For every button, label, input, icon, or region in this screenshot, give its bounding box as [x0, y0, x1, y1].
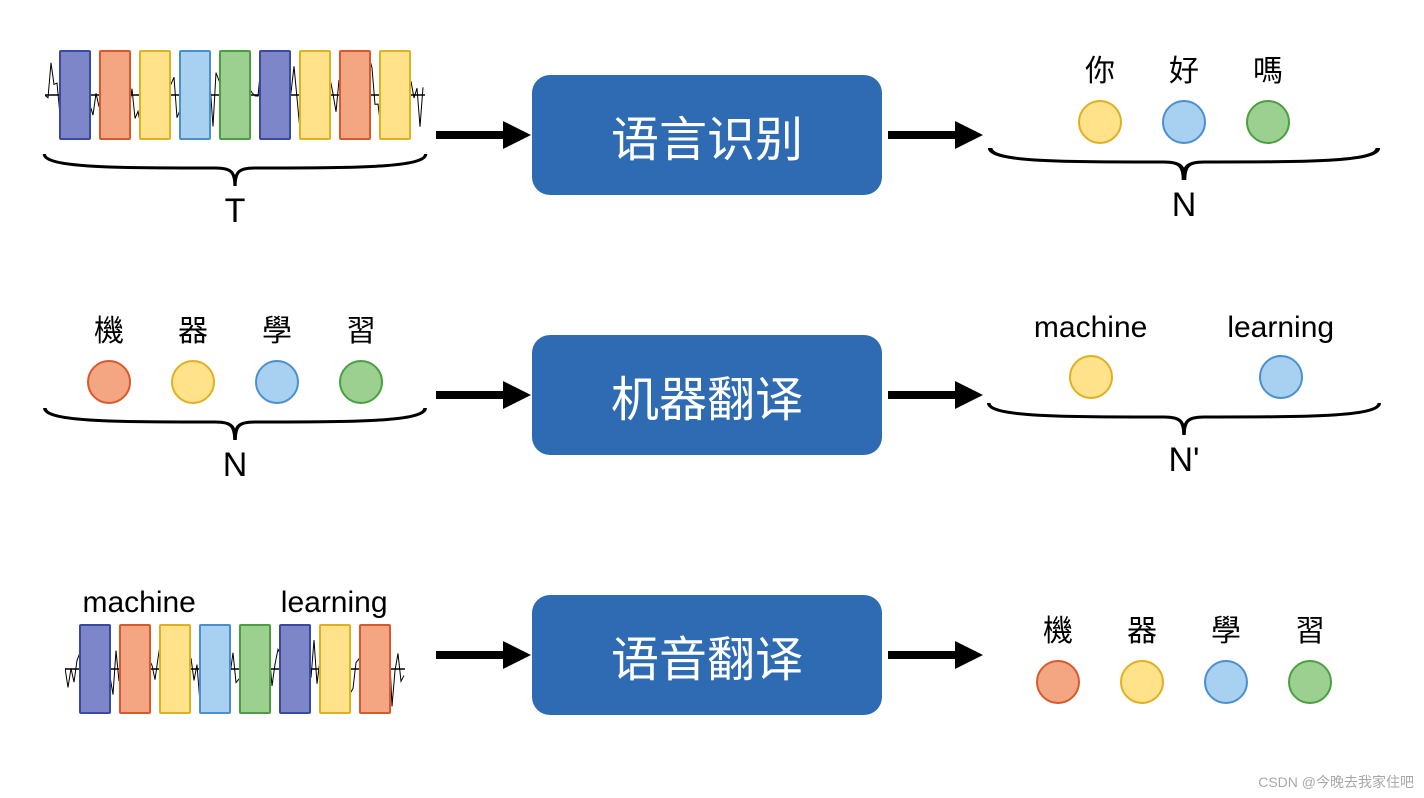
frame-bar: [79, 624, 111, 714]
token-circle: [1036, 660, 1080, 704]
brace: T: [40, 150, 430, 231]
brace-label: T: [225, 192, 246, 231]
token-circle: [1078, 100, 1122, 144]
token-circle: [339, 360, 383, 404]
token: 器: [1120, 606, 1164, 704]
diagram-row: 機 器 學 習 N 机器翻译 machine learning N': [40, 280, 1384, 510]
brace: N: [40, 404, 430, 485]
token-label: learning: [1227, 311, 1334, 345]
token: 器: [171, 306, 215, 404]
token-circle: [1204, 660, 1248, 704]
token: 機: [87, 306, 131, 404]
arrow-icon: [431, 115, 531, 155]
token: 好: [1162, 46, 1206, 144]
frame-bar: [99, 50, 131, 140]
frame-bar: [339, 50, 371, 140]
task-box: 语言识别: [532, 75, 882, 195]
token: 習: [1288, 606, 1332, 704]
frame-bar: [319, 624, 351, 714]
token: 學: [1204, 606, 1248, 704]
output-column: machine learning N': [984, 311, 1384, 480]
token-label: 機: [1043, 606, 1073, 650]
arrow-icon: [431, 635, 531, 675]
watermark: CSDN @今晚去我家住吧: [1258, 772, 1414, 792]
token-circle: [1288, 660, 1332, 704]
task-box-column: 语言识别: [532, 75, 882, 195]
frame-bar: [119, 624, 151, 714]
token-label: 機: [94, 306, 124, 350]
frame-bar: [299, 50, 331, 140]
frame-bar: [219, 50, 251, 140]
arrow-icon: [883, 115, 983, 155]
token-circle: [1069, 355, 1113, 399]
token-label: 你: [1085, 46, 1115, 90]
input-column: machinelearning: [40, 586, 430, 724]
frame-bar: [239, 624, 271, 714]
token-circle: [1120, 660, 1164, 704]
token-label: machine: [1034, 311, 1147, 345]
token-label: 好: [1169, 46, 1199, 90]
input-column: 機 器 學 習 N: [40, 306, 430, 485]
output-column: 你 好 嗎 N: [984, 46, 1384, 225]
frame-bar: [279, 624, 311, 714]
task-box-column: 机器翻译: [532, 335, 882, 455]
token-circle: [87, 360, 131, 404]
task-box: 语音翻译: [532, 595, 882, 715]
token: 習: [339, 306, 383, 404]
frame-bar: [159, 624, 191, 714]
task-box-column: 语音翻译: [532, 595, 882, 715]
arrow-icon: [883, 375, 983, 415]
token: 嗎: [1246, 46, 1290, 144]
task-box: 机器翻译: [532, 335, 882, 455]
brace-label: N: [1172, 186, 1197, 225]
token-row: machine learning: [1034, 311, 1334, 399]
frame-bar: [359, 624, 391, 714]
output-column: 機器學習: [984, 606, 1384, 704]
diagram-row: T 语言识别 你 好 嗎 N: [40, 20, 1384, 250]
waveform-input: machinelearning: [40, 586, 430, 724]
input-column: T: [40, 40, 430, 231]
token-row: 機器學習: [1036, 606, 1332, 704]
diagram-row: machinelearning 语音翻译 機 器 學 習: [40, 540, 1384, 770]
token-label: 器: [178, 306, 208, 350]
token-label: 學: [262, 306, 292, 350]
token: 機: [1036, 606, 1080, 704]
token: machine: [1034, 311, 1147, 399]
brace: N: [984, 144, 1384, 225]
token-circle: [255, 360, 299, 404]
frame-bar: [259, 50, 291, 140]
brace-label: N: [223, 446, 248, 485]
token-label: 習: [1295, 606, 1325, 650]
token: 你: [1078, 46, 1122, 144]
token-circle: [171, 360, 215, 404]
token: 學: [255, 306, 299, 404]
token-circle: [1259, 355, 1303, 399]
token-circle: [1162, 100, 1206, 144]
token-row: 機器學習: [87, 306, 383, 404]
frame-bar: [139, 50, 171, 140]
frame-bar: [179, 50, 211, 140]
token-row: 你好嗎: [1078, 46, 1290, 144]
arrow-icon: [431, 375, 531, 415]
frame-bar: [59, 50, 91, 140]
frame-bar: [199, 624, 231, 714]
token-label: 學: [1211, 606, 1241, 650]
brace: N': [984, 399, 1384, 480]
frame-bar: [379, 50, 411, 140]
waveform-input: [40, 40, 430, 150]
arrow-icon: [883, 635, 983, 675]
token-label: 嗎: [1253, 46, 1283, 90]
token: learning: [1227, 311, 1334, 399]
brace-label: N': [1168, 441, 1199, 480]
token-circle: [1246, 100, 1290, 144]
token-label: 器: [1127, 606, 1157, 650]
token-label: 習: [346, 306, 376, 350]
